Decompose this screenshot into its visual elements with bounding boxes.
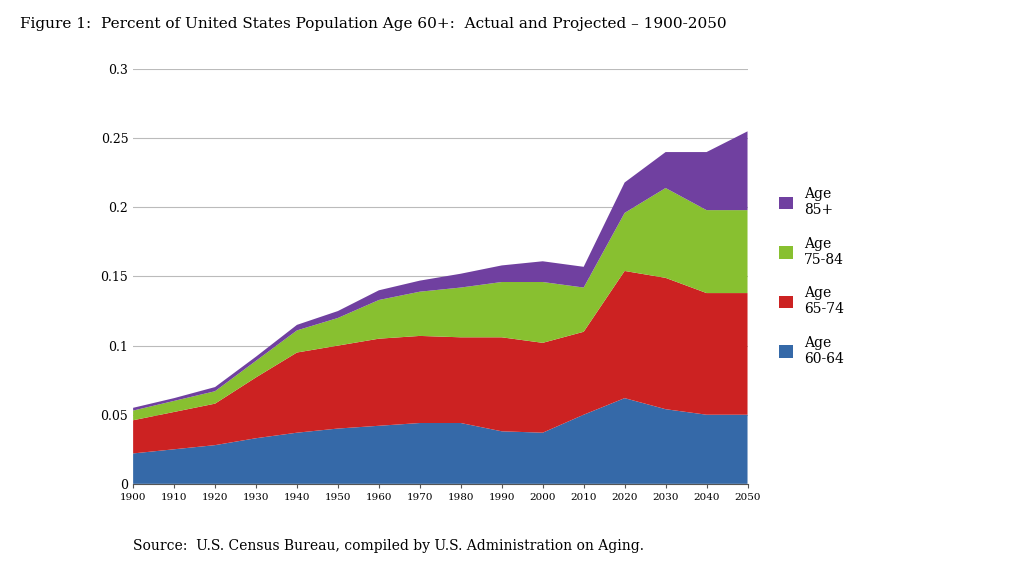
- Text: Source:  U.S. Census Bureau, compiled by U.S. Administration on Aging.: Source: U.S. Census Bureau, compiled by …: [133, 539, 644, 553]
- Legend: Age
85+, Age
75-84, Age
65-74, Age
60-64: Age 85+, Age 75-84, Age 65-74, Age 60-64: [779, 187, 844, 366]
- Text: Figure 1:  Percent of United States Population Age 60+:  Actual and Projected – : Figure 1: Percent of United States Popul…: [20, 17, 727, 31]
